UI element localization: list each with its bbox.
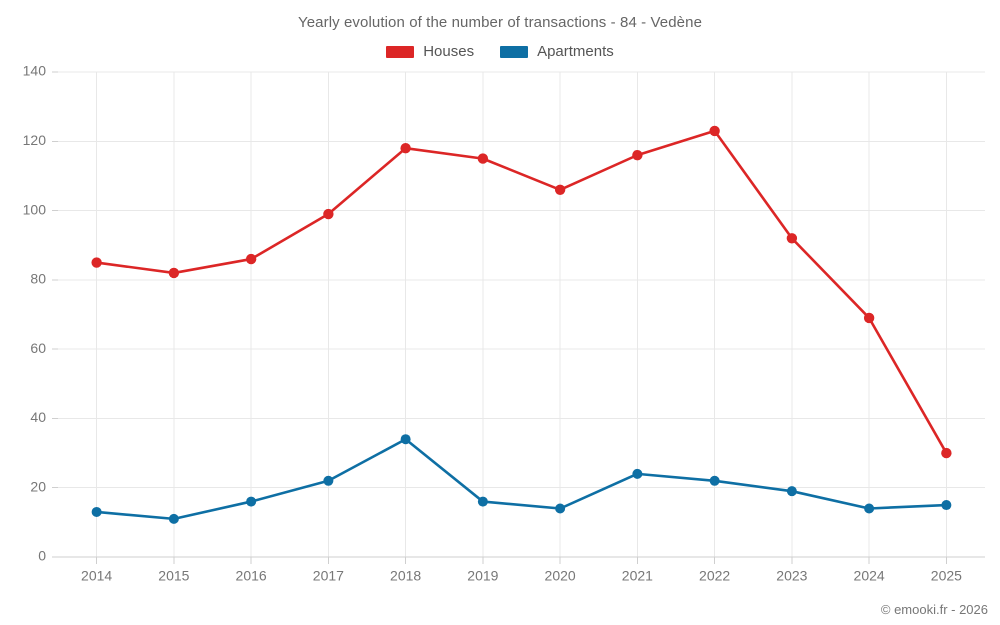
data-point[interactable] xyxy=(554,184,566,195)
series-line xyxy=(95,437,948,521)
legend-label: Houses xyxy=(423,43,475,60)
series-line xyxy=(95,129,948,455)
data-point[interactable] xyxy=(323,208,334,220)
x-axis-tick-label: 2024 xyxy=(854,567,885,583)
legend-swatch-icon xyxy=(386,45,415,58)
data-point[interactable] xyxy=(709,475,720,486)
data-point[interactable] xyxy=(863,312,875,324)
copyright-credit: © emooki.fr - 2026 xyxy=(880,602,988,617)
data-point[interactable] xyxy=(555,503,566,514)
data-point[interactable] xyxy=(941,500,952,511)
data-point[interactable] xyxy=(632,468,643,479)
data-point[interactable] xyxy=(168,267,180,279)
x-axis-tick-label: 2022 xyxy=(699,567,730,583)
data-point[interactable] xyxy=(709,125,720,137)
y-axis-tick-label: 60 xyxy=(30,340,46,356)
y-axis-tick-label: 80 xyxy=(30,271,46,287)
data-point[interactable] xyxy=(168,513,179,524)
data-series-group xyxy=(91,125,952,524)
axis-lines xyxy=(52,71,985,564)
y-axis-tick-label: 20 xyxy=(30,478,46,494)
y-axis-tick-labels: 0 20 40 60 80 100 120 140 xyxy=(23,63,47,564)
x-axis-tick-label: 2018 xyxy=(390,567,421,583)
data-point[interactable] xyxy=(477,153,489,164)
horizontal-gridlines xyxy=(58,71,985,489)
data-point[interactable] xyxy=(941,447,952,459)
x-axis-tick-label: 2016 xyxy=(236,567,267,583)
y-axis-tick-label: 120 xyxy=(23,132,47,148)
x-axis-tick-label: 2015 xyxy=(158,567,189,583)
chart-legend: Houses Apartments xyxy=(0,43,1000,60)
series-apartments xyxy=(91,434,952,524)
data-point[interactable] xyxy=(632,149,643,161)
legend-item-houses[interactable]: Houses xyxy=(386,43,474,60)
data-point[interactable] xyxy=(91,257,102,268)
data-point[interactable] xyxy=(786,486,797,497)
y-axis-tick-label: 100 xyxy=(23,201,47,217)
x-axis-tick-label: 2014 xyxy=(81,567,112,583)
data-point[interactable] xyxy=(91,506,102,517)
x-axis-tick-labels: 2014 2015 2016 2017 2018 2019 2020 2021 2022 2023… xyxy=(81,567,962,583)
legend-swatch-icon xyxy=(500,45,529,58)
vertical-gridlines xyxy=(96,72,947,557)
x-axis-tick-label: 2025 xyxy=(931,567,962,583)
y-axis-tick-label: 40 xyxy=(30,409,46,425)
data-point[interactable] xyxy=(246,496,257,507)
legend-item-apartments[interactable]: Apartments xyxy=(500,43,614,60)
data-point[interactable] xyxy=(477,496,488,507)
x-axis-tick-label: 2020 xyxy=(545,567,576,583)
data-point[interactable] xyxy=(245,253,257,265)
data-point[interactable] xyxy=(786,233,798,244)
y-axis-tick-label: 140 xyxy=(23,63,47,79)
data-point[interactable] xyxy=(400,434,411,445)
series-houses xyxy=(91,125,952,459)
x-axis-tick-label: 2017 xyxy=(313,567,344,583)
x-axis-tick-label: 2023 xyxy=(776,567,807,583)
x-axis-tick-label: 2019 xyxy=(467,567,498,583)
x-axis-tick-label: 2021 xyxy=(622,567,653,583)
data-point[interactable] xyxy=(864,503,875,514)
data-point[interactable] xyxy=(323,475,334,486)
y-axis-tick-label: 0 xyxy=(38,548,46,564)
data-point[interactable] xyxy=(400,143,411,154)
legend-label: Apartments xyxy=(537,43,614,60)
chart-title: Yearly evolution of the number of transa… xyxy=(297,14,703,31)
